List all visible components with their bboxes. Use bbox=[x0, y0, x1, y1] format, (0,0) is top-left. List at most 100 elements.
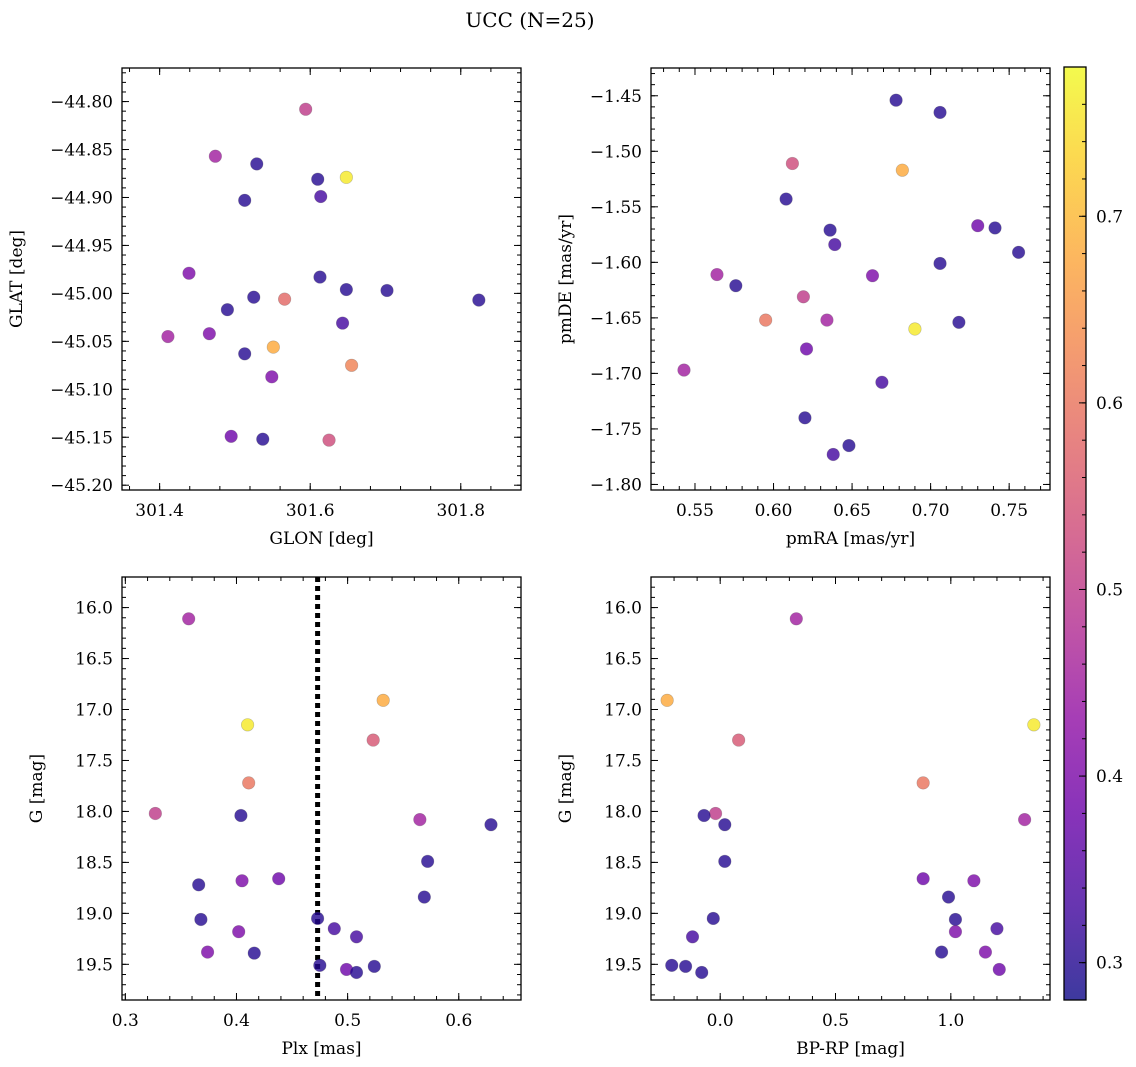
y-tick-label: 17.5 bbox=[75, 751, 113, 771]
colorbar-tick-label: 0.5 bbox=[1096, 580, 1123, 600]
y-tick-label: 18.5 bbox=[75, 853, 113, 873]
y-tick-label: −1.70 bbox=[590, 364, 642, 384]
x-tick-label: 301.6 bbox=[286, 501, 335, 521]
panel-cmd-frame bbox=[650, 576, 1051, 1001]
scatter-point bbox=[413, 812, 427, 827]
scatter-point bbox=[327, 922, 341, 936]
scatter-point bbox=[349, 965, 364, 980]
colorbar: 0.3 0.4 0.5 0.6 0.7 bbox=[1063, 66, 1123, 1001]
scatter-point bbox=[367, 959, 381, 973]
scatter-point bbox=[1018, 812, 1032, 827]
x-tick-label: 301.8 bbox=[436, 501, 485, 521]
scatter-point bbox=[266, 340, 280, 354]
x-axis-label: BP-RP [mag] bbox=[796, 1039, 905, 1059]
x-tick-label: 0.6 bbox=[445, 1011, 472, 1031]
x-tick-label: 0.70 bbox=[912, 501, 950, 521]
panel-glon-glat-ticks bbox=[122, 68, 522, 490]
scatter-point bbox=[677, 363, 691, 377]
scatter-point bbox=[339, 282, 353, 297]
y-tick-label: 18.5 bbox=[604, 853, 642, 873]
scatter-point bbox=[729, 279, 743, 293]
scatter-point bbox=[842, 438, 856, 453]
x-axis-label: Plx [mas] bbox=[281, 1039, 361, 1059]
y-tick-label: −1.80 bbox=[590, 475, 642, 495]
colorbar-tick-label: 0.6 bbox=[1096, 394, 1123, 414]
scatter-point bbox=[224, 429, 238, 443]
y-axis-label: pmDE [mas/yr] bbox=[556, 214, 576, 344]
scatter-point bbox=[695, 965, 709, 980]
scatter-point bbox=[952, 315, 966, 329]
scatter-point bbox=[182, 612, 196, 626]
y-tick-label: 17.0 bbox=[75, 701, 113, 721]
x-axis-label: GLON [deg] bbox=[269, 529, 373, 549]
y-tick-label: 19.0 bbox=[75, 904, 113, 924]
y-tick-label: 17.5 bbox=[604, 751, 642, 771]
x-tick-label: 0.60 bbox=[755, 501, 793, 521]
scatter-point bbox=[472, 293, 486, 307]
y-tick-label: −1.60 bbox=[590, 253, 642, 273]
scatter-point bbox=[417, 890, 431, 904]
panel-plx-g-frame bbox=[121, 576, 522, 1001]
colorbar-gradient bbox=[1063, 66, 1087, 1001]
scatter-point bbox=[366, 733, 380, 747]
scatter-point bbox=[796, 290, 810, 304]
panel-glon-glat: 301.4 301.6 301.8 −44.80 −44.85 −44.90 −44.95 −… bbox=[7, 67, 522, 549]
scatter-point bbox=[759, 313, 773, 327]
scatter-point bbox=[299, 102, 313, 116]
scatter-point bbox=[990, 922, 1004, 936]
scatter-point bbox=[916, 872, 930, 886]
scatter-point bbox=[875, 375, 889, 389]
scatter-point bbox=[200, 945, 215, 959]
scatter-point bbox=[313, 270, 327, 284]
x-axis-label: pmRA [mas/yr] bbox=[786, 529, 915, 549]
scatter-point bbox=[161, 329, 175, 344]
scatter-point bbox=[665, 958, 679, 972]
x-tick-label: 0.3 bbox=[112, 1011, 139, 1031]
scatter-point bbox=[202, 327, 216, 341]
scatter-point bbox=[823, 223, 837, 237]
y-tick-label: −1.75 bbox=[590, 420, 642, 440]
scatter-point bbox=[789, 612, 803, 626]
panel-cmd-points bbox=[660, 612, 1041, 980]
panel-plx-g-points bbox=[148, 612, 498, 980]
y-tick-label: 18.0 bbox=[604, 802, 642, 822]
y-tick-label: −44.90 bbox=[50, 188, 113, 208]
scatter-point bbox=[706, 911, 720, 926]
scatter-point bbox=[345, 358, 359, 372]
colorbar-tick-label: 0.7 bbox=[1096, 207, 1123, 227]
scatter-point bbox=[916, 776, 930, 790]
scatter-point bbox=[1011, 245, 1026, 259]
scatter-point bbox=[908, 322, 922, 336]
scatter-point bbox=[685, 930, 700, 944]
scatter-point bbox=[935, 945, 949, 959]
scatter-point bbox=[314, 189, 328, 204]
scatter-point bbox=[798, 411, 812, 425]
x-tick-label: 0.65 bbox=[833, 501, 871, 521]
y-tick-label: 19.5 bbox=[75, 955, 113, 975]
scatter-point bbox=[272, 872, 286, 886]
y-tick-label: 16.5 bbox=[604, 650, 642, 670]
scatter-point bbox=[948, 912, 963, 927]
panel-plx-g-ticks bbox=[122, 576, 521, 1000]
scatter-point bbox=[948, 925, 963, 939]
y-tick-label: −1.45 bbox=[590, 87, 642, 107]
scatter-point bbox=[678, 959, 693, 973]
x-tick-label: 0.5 bbox=[334, 1011, 361, 1031]
scatter-point bbox=[220, 303, 234, 317]
panel-pm: 0.55 0.60 0.65 0.70 0.75 −1.45 −1.50 −1.55 −1.60… bbox=[556, 67, 1051, 549]
scatter-point bbox=[718, 818, 732, 832]
scatter-point bbox=[232, 925, 246, 939]
colorbar-tick-label: 0.4 bbox=[1096, 767, 1123, 787]
y-axis-label: GLAT [deg] bbox=[7, 230, 27, 328]
scatter-point bbox=[278, 292, 292, 306]
y-axis-label: G [mag] bbox=[556, 754, 576, 823]
scatter-point bbox=[339, 170, 353, 184]
x-tick-label: 0.75 bbox=[990, 501, 1028, 521]
scatter-point bbox=[826, 447, 840, 462]
y-tick-label: −45.20 bbox=[50, 476, 113, 496]
panel-glon-glat-frame bbox=[121, 67, 522, 491]
y-tick-label: −1.55 bbox=[590, 198, 642, 218]
y-tick-label: −1.65 bbox=[590, 309, 642, 329]
scatter-point bbox=[484, 818, 498, 832]
